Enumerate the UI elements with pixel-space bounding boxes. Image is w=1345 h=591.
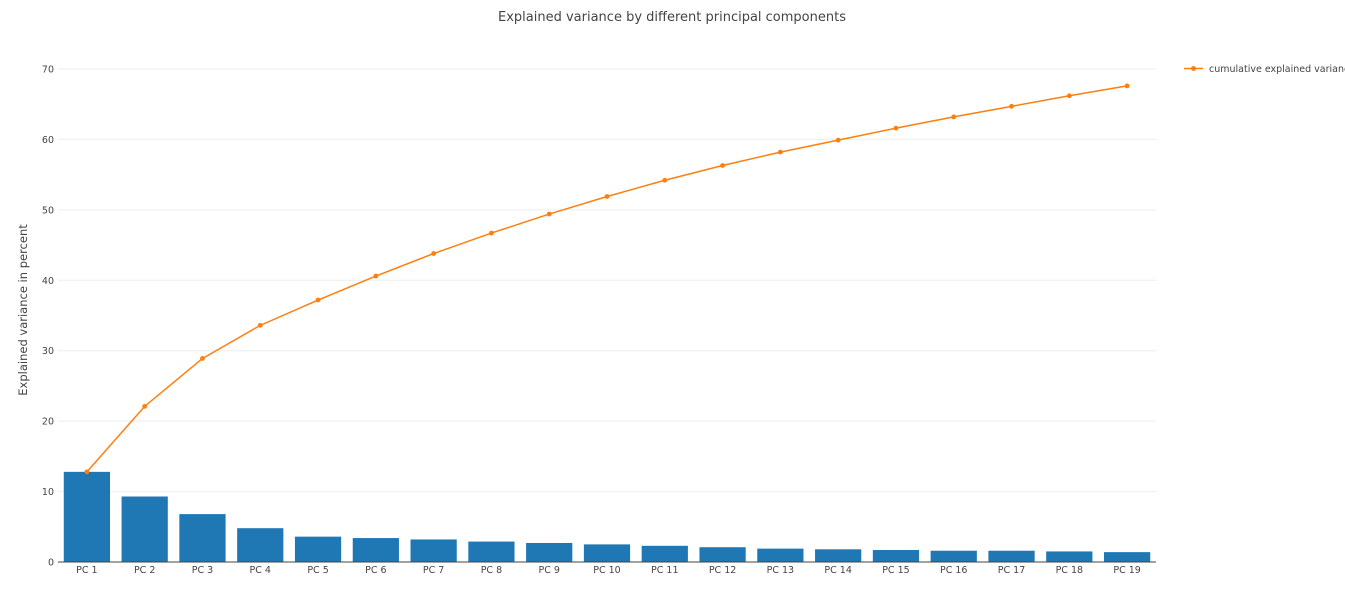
bar[interactable] xyxy=(757,548,804,562)
bar[interactable] xyxy=(815,549,862,562)
y-tick-label: 30 xyxy=(42,346,54,357)
y-tick-label: 0 xyxy=(48,558,54,569)
bar[interactable] xyxy=(179,514,226,562)
y-tick-label: 40 xyxy=(42,276,54,287)
x-tick-label: PC 4 xyxy=(250,565,271,576)
line-point[interactable] xyxy=(431,251,437,256)
chart-title: Explained variance by different principa… xyxy=(498,10,846,25)
line-point[interactable] xyxy=(1124,83,1130,89)
line-point[interactable] xyxy=(604,194,610,199)
x-axis-ticks: PC 1 PC 2 PC 3 PC 4 PC 5 PC 6 PC 7 PC 8 PC 9 PC 1… xyxy=(76,565,1141,576)
line-point[interactable] xyxy=(893,125,899,131)
line-point[interactable] xyxy=(257,322,263,328)
x-tick-label: PC 3 xyxy=(192,565,213,576)
line-point[interactable] xyxy=(720,163,725,168)
y-tick-label: 70 xyxy=(42,65,54,76)
x-tick-label: PC 8 xyxy=(481,565,502,576)
y-tick-label: 60 xyxy=(42,135,54,146)
bar[interactable] xyxy=(63,471,111,562)
x-tick-label: PC 16 xyxy=(940,565,967,576)
bar[interactable] xyxy=(1103,552,1151,562)
x-tick-label: PC 6 xyxy=(365,565,386,576)
legend-label: cumulative explained variance xyxy=(1209,64,1345,75)
y-axis-title: Explained variance in percent xyxy=(16,224,30,396)
line-point[interactable] xyxy=(777,149,783,155)
x-tick-label: PC 7 xyxy=(423,565,444,576)
x-tick-label: PC 11 xyxy=(651,565,678,576)
legend-marker xyxy=(1191,66,1196,71)
bar[interactable] xyxy=(237,528,284,562)
bar[interactable] xyxy=(352,538,399,562)
x-tick-label: PC 17 xyxy=(998,565,1025,576)
bar[interactable] xyxy=(294,536,342,562)
bars xyxy=(63,471,1151,562)
bar[interactable] xyxy=(583,544,631,562)
y-tick-label: 20 xyxy=(42,417,54,428)
line-point[interactable] xyxy=(1009,103,1014,109)
line-point[interactable] xyxy=(142,403,148,409)
line-point[interactable] xyxy=(835,137,841,143)
bar[interactable] xyxy=(699,547,746,562)
bar[interactable] xyxy=(872,550,920,562)
x-tick-label: PC 10 xyxy=(593,565,620,576)
cumulative-line-path[interactable] xyxy=(86,85,1128,473)
x-tick-label: PC 9 xyxy=(538,565,559,576)
y-tick-label: 50 xyxy=(42,205,54,216)
line-point[interactable] xyxy=(951,114,957,120)
cumulative-line xyxy=(84,83,1130,475)
line-point[interactable] xyxy=(1066,93,1072,99)
x-tick-label: PC 18 xyxy=(1056,565,1083,576)
line-point[interactable] xyxy=(662,177,668,183)
legend[interactable]: cumulative explained variance xyxy=(1184,64,1345,75)
x-tick-label: PC 19 xyxy=(1113,565,1140,576)
x-tick-label: PC 14 xyxy=(824,565,851,576)
line-point[interactable] xyxy=(373,273,379,279)
gridlines xyxy=(58,68,1156,493)
bar[interactable] xyxy=(121,496,168,562)
bar[interactable] xyxy=(468,541,515,562)
x-tick-label: PC 2 xyxy=(134,565,155,576)
line-point[interactable] xyxy=(489,230,494,236)
bar[interactable] xyxy=(988,550,1035,562)
y-tick-label: 10 xyxy=(42,487,54,498)
x-tick-label: PC 1 xyxy=(76,565,97,576)
line-point[interactable] xyxy=(200,356,205,361)
bar[interactable] xyxy=(930,550,977,562)
bar[interactable] xyxy=(410,539,457,562)
line-point[interactable] xyxy=(315,297,321,303)
y-axis-ticks: 0 10 20 30 40 50 60 70 xyxy=(42,65,54,569)
bar[interactable] xyxy=(526,542,573,562)
x-tick-label: PC 5 xyxy=(307,565,328,576)
x-tick-label: PC 15 xyxy=(882,565,909,576)
x-tick-label: PC 13 xyxy=(767,565,794,576)
line-point[interactable] xyxy=(84,469,90,475)
line-point[interactable] xyxy=(546,211,552,217)
x-tick-label: PC 12 xyxy=(709,565,736,576)
bar[interactable] xyxy=(641,545,688,562)
bar[interactable] xyxy=(1046,551,1093,562)
